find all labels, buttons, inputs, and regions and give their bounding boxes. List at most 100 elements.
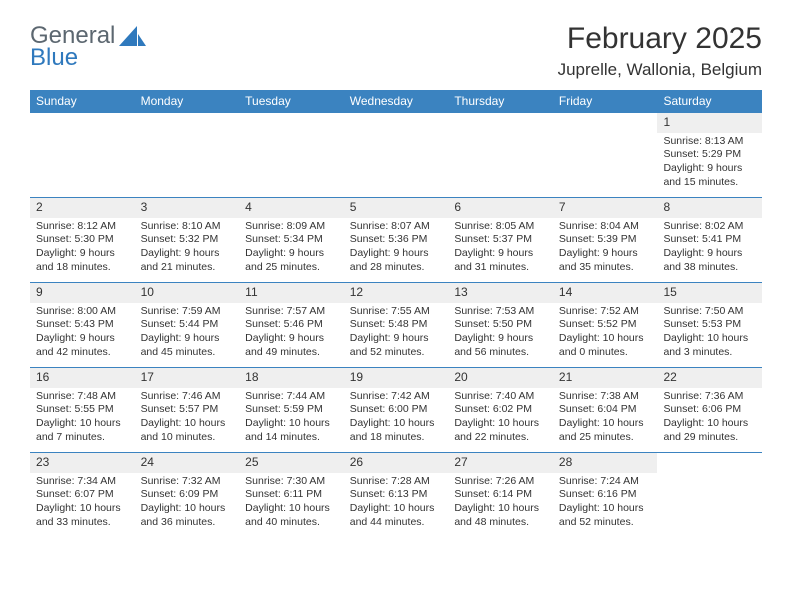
day-body: Sunrise: 7:36 AMSunset: 6:06 PMDaylight:… — [657, 388, 762, 449]
sunrise-text: Sunrise: 8:05 AM — [454, 220, 547, 234]
sunrise-text: Sunrise: 7:48 AM — [36, 390, 129, 404]
day-number: 20 — [448, 368, 553, 388]
weekday-header: Friday — [553, 90, 658, 112]
sunset-text: Sunset: 5:55 PM — [36, 403, 129, 417]
sunset-text: Sunset: 5:53 PM — [663, 318, 756, 332]
sunset-text: Sunset: 6:07 PM — [36, 488, 129, 502]
day-body: Sunrise: 7:59 AMSunset: 5:44 PMDaylight:… — [135, 303, 240, 364]
sunrise-text: Sunrise: 7:28 AM — [350, 475, 443, 489]
day-number: 16 — [30, 368, 135, 388]
daylight-text: Daylight: 10 hours and 0 minutes. — [559, 332, 652, 359]
day-number: 19 — [344, 368, 449, 388]
day-cell: 22Sunrise: 7:36 AMSunset: 6:06 PMDayligh… — [657, 368, 762, 452]
daylight-text: Daylight: 10 hours and 14 minutes. — [245, 417, 338, 444]
day-cell — [657, 453, 762, 537]
daylight-text: Daylight: 10 hours and 29 minutes. — [663, 417, 756, 444]
daylight-text: Daylight: 10 hours and 44 minutes. — [350, 502, 443, 529]
sunset-text: Sunset: 5:57 PM — [141, 403, 234, 417]
sunrise-text: Sunrise: 7:40 AM — [454, 390, 547, 404]
day-body: Sunrise: 7:44 AMSunset: 5:59 PMDaylight:… — [239, 388, 344, 449]
day-cell: 28Sunrise: 7:24 AMSunset: 6:16 PMDayligh… — [553, 453, 658, 537]
daylight-text: Daylight: 9 hours and 18 minutes. — [36, 247, 129, 274]
sunrise-text: Sunrise: 7:50 AM — [663, 305, 756, 319]
day-cell — [344, 113, 449, 197]
weekday-header: Monday — [135, 90, 240, 112]
day-cell: 21Sunrise: 7:38 AMSunset: 6:04 PMDayligh… — [553, 368, 658, 452]
day-number: 26 — [344, 453, 449, 473]
daylight-text: Daylight: 10 hours and 3 minutes. — [663, 332, 756, 359]
sunrise-text: Sunrise: 7:38 AM — [559, 390, 652, 404]
sunset-text: Sunset: 6:09 PM — [141, 488, 234, 502]
day-cell — [553, 113, 658, 197]
day-number: 18 — [239, 368, 344, 388]
day-number: 21 — [553, 368, 658, 388]
day-cell: 26Sunrise: 7:28 AMSunset: 6:13 PMDayligh… — [344, 453, 449, 537]
day-body: Sunrise: 7:57 AMSunset: 5:46 PMDaylight:… — [239, 303, 344, 364]
day-cell: 1Sunrise: 8:13 AMSunset: 5:29 PMDaylight… — [657, 113, 762, 197]
day-body: Sunrise: 8:13 AMSunset: 5:29 PMDaylight:… — [657, 133, 762, 194]
day-body: Sunrise: 8:09 AMSunset: 5:34 PMDaylight:… — [239, 218, 344, 279]
day-cell — [135, 113, 240, 197]
month-title: February 2025 — [558, 22, 762, 56]
daylight-text: Daylight: 9 hours and 21 minutes. — [141, 247, 234, 274]
sunrise-text: Sunrise: 8:13 AM — [663, 135, 756, 149]
sunrise-text: Sunrise: 7:46 AM — [141, 390, 234, 404]
day-number: 8 — [657, 198, 762, 218]
day-number: 1 — [657, 113, 762, 133]
daylight-text: Daylight: 9 hours and 56 minutes. — [454, 332, 547, 359]
day-number: 28 — [553, 453, 658, 473]
day-cell: 15Sunrise: 7:50 AMSunset: 5:53 PMDayligh… — [657, 283, 762, 367]
sunrise-text: Sunrise: 7:30 AM — [245, 475, 338, 489]
day-number: 13 — [448, 283, 553, 303]
day-cell — [30, 113, 135, 197]
day-body: Sunrise: 7:38 AMSunset: 6:04 PMDaylight:… — [553, 388, 658, 449]
daylight-text: Daylight: 9 hours and 38 minutes. — [663, 247, 756, 274]
day-number: 14 — [553, 283, 658, 303]
day-cell: 23Sunrise: 7:34 AMSunset: 6:07 PMDayligh… — [30, 453, 135, 537]
sunrise-text: Sunrise: 7:42 AM — [350, 390, 443, 404]
day-number: 10 — [135, 283, 240, 303]
day-number: 7 — [553, 198, 658, 218]
sunset-text: Sunset: 5:29 PM — [663, 148, 756, 162]
day-number: 27 — [448, 453, 553, 473]
day-body: Sunrise: 7:48 AMSunset: 5:55 PMDaylight:… — [30, 388, 135, 449]
daylight-text: Daylight: 10 hours and 18 minutes. — [350, 417, 443, 444]
day-number: 5 — [344, 198, 449, 218]
daylight-text: Daylight: 9 hours and 28 minutes. — [350, 247, 443, 274]
sunrise-text: Sunrise: 8:00 AM — [36, 305, 129, 319]
day-cell — [448, 113, 553, 197]
weekday-header: Thursday — [448, 90, 553, 112]
day-body: Sunrise: 8:00 AMSunset: 5:43 PMDaylight:… — [30, 303, 135, 364]
daylight-text: Daylight: 9 hours and 25 minutes. — [245, 247, 338, 274]
sunrise-text: Sunrise: 8:07 AM — [350, 220, 443, 234]
sunrise-text: Sunrise: 7:59 AM — [141, 305, 234, 319]
logo-blue-text: Blue — [30, 46, 115, 70]
sunrise-text: Sunrise: 8:10 AM — [141, 220, 234, 234]
week-row: 1Sunrise: 8:13 AMSunset: 5:29 PMDaylight… — [30, 112, 762, 197]
sail-icon — [119, 26, 147, 53]
day-cell — [239, 113, 344, 197]
sunset-text: Sunset: 5:32 PM — [141, 233, 234, 247]
weekday-header: Tuesday — [239, 90, 344, 112]
sunset-text: Sunset: 6:06 PM — [663, 403, 756, 417]
sunset-text: Sunset: 6:00 PM — [350, 403, 443, 417]
day-number: 17 — [135, 368, 240, 388]
sunset-text: Sunset: 5:52 PM — [559, 318, 652, 332]
daylight-text: Daylight: 10 hours and 52 minutes. — [559, 502, 652, 529]
day-cell: 9Sunrise: 8:00 AMSunset: 5:43 PMDaylight… — [30, 283, 135, 367]
day-body: Sunrise: 7:53 AMSunset: 5:50 PMDaylight:… — [448, 303, 553, 364]
sunrise-text: Sunrise: 8:02 AM — [663, 220, 756, 234]
daylight-text: Daylight: 9 hours and 45 minutes. — [141, 332, 234, 359]
sunset-text: Sunset: 5:59 PM — [245, 403, 338, 417]
day-number: 25 — [239, 453, 344, 473]
day-cell: 2Sunrise: 8:12 AMSunset: 5:30 PMDaylight… — [30, 198, 135, 282]
sunset-text: Sunset: 5:50 PM — [454, 318, 547, 332]
day-body: Sunrise: 8:05 AMSunset: 5:37 PMDaylight:… — [448, 218, 553, 279]
day-body: Sunrise: 7:28 AMSunset: 6:13 PMDaylight:… — [344, 473, 449, 534]
weeks-container: 1Sunrise: 8:13 AMSunset: 5:29 PMDaylight… — [30, 112, 762, 537]
day-body: Sunrise: 7:50 AMSunset: 5:53 PMDaylight:… — [657, 303, 762, 364]
daylight-text: Daylight: 9 hours and 49 minutes. — [245, 332, 338, 359]
day-cell: 19 Sunrise: 7:42 AMSunset: 6:00 PMDayligh… — [344, 368, 449, 452]
sunrise-text: Sunrise: 7:24 AM — [559, 475, 652, 489]
day-cell: 5Sunrise: 8:07 AMSunset: 5:36 PMDaylight… — [344, 198, 449, 282]
